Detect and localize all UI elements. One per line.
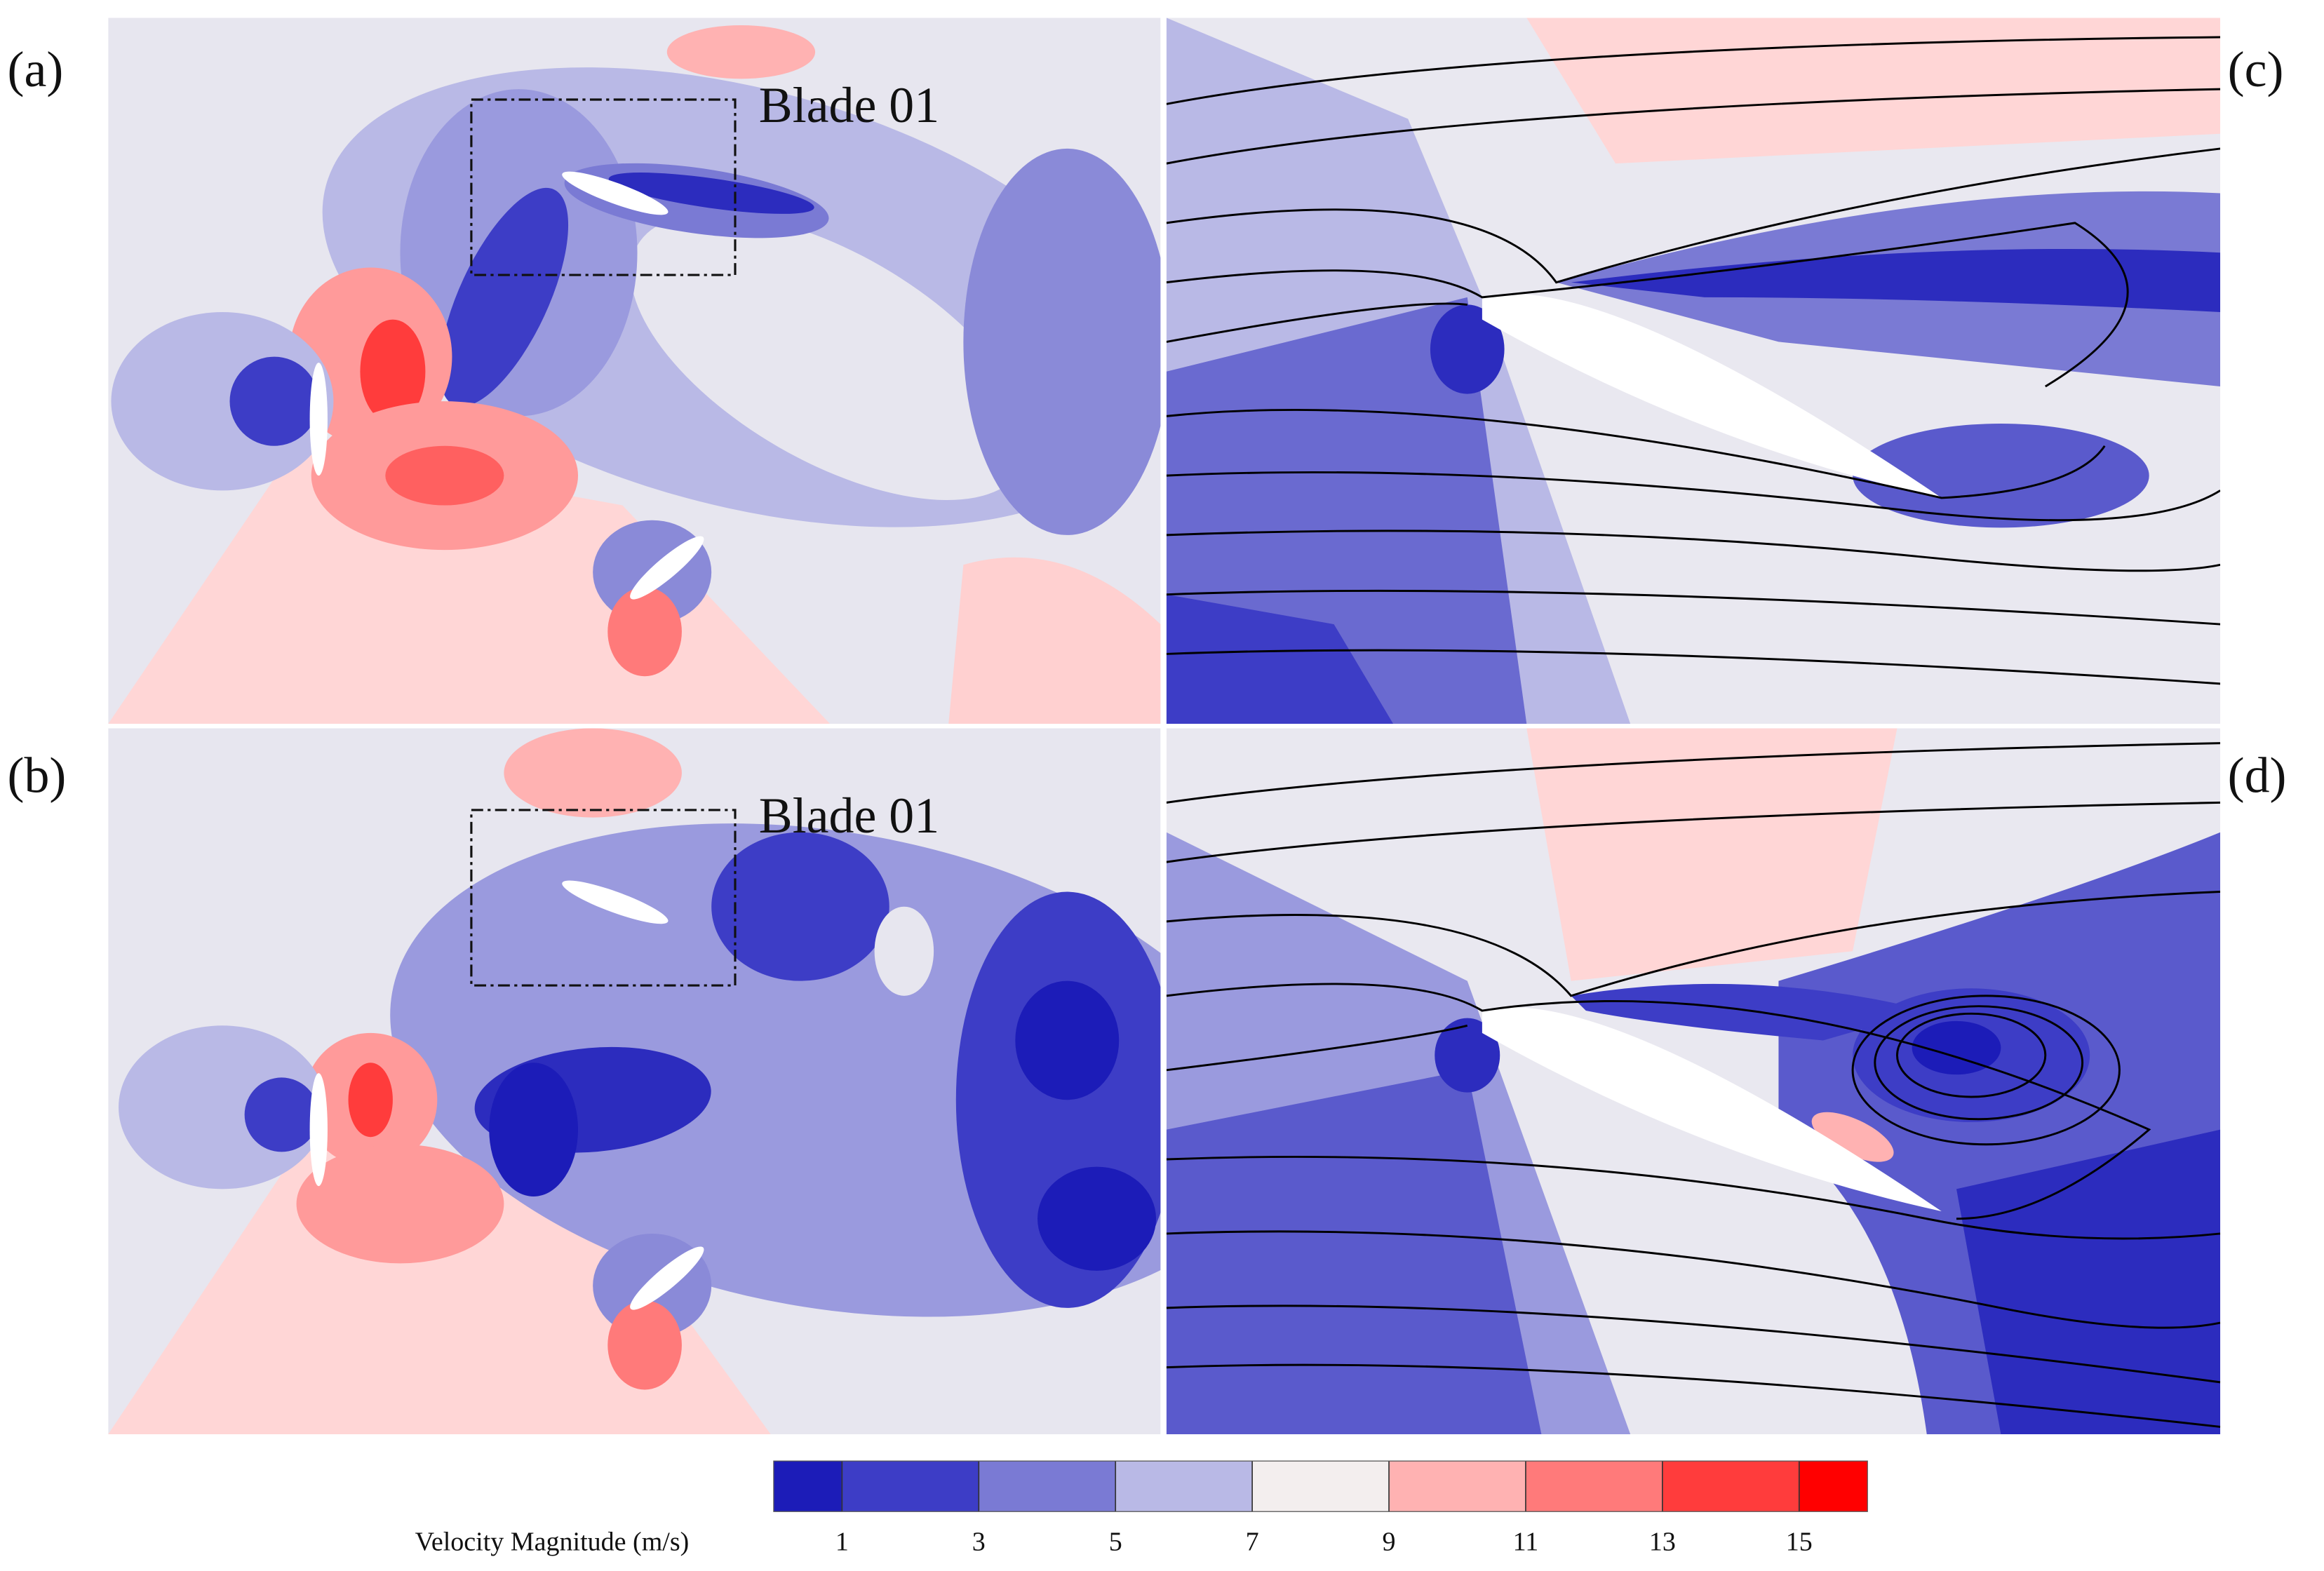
colorbar: 1 3 5 7 9 11 13 15 xyxy=(773,1460,1868,1556)
zoom-box xyxy=(470,809,737,987)
colorbar-tick-label: 13 xyxy=(1649,1527,1676,1556)
colorbar-segment xyxy=(1389,1461,1526,1512)
colorbar-segment xyxy=(1799,1461,1868,1512)
panel-label: (c) xyxy=(2228,41,2284,97)
colorbar-tick-label: 3 xyxy=(972,1527,986,1556)
colorbar-tick-label: 9 xyxy=(1383,1527,1396,1556)
colorbar-tick-label: 15 xyxy=(1786,1527,1813,1556)
panel-b-field xyxy=(108,728,1161,1435)
panel-d-field xyxy=(1166,728,2221,1435)
colorbar-segment xyxy=(1525,1461,1663,1512)
colorbar-segment xyxy=(773,1461,842,1512)
panel-label: (d) xyxy=(2228,747,2287,803)
colorbar-tick-label: 7 xyxy=(1246,1527,1259,1556)
streamlines xyxy=(1166,742,2221,1428)
colorbar-label: Velocity Magnitude (m/s) xyxy=(415,1527,690,1556)
colorbar-segment xyxy=(1115,1461,1253,1512)
annotation: Blade 01 xyxy=(759,77,939,133)
annotation: Blade 01 xyxy=(759,788,939,844)
colorbar-segment xyxy=(842,1461,979,1512)
panel-a-field xyxy=(108,18,1161,724)
zoom-box xyxy=(470,98,737,276)
colorbar-tick-label: 1 xyxy=(835,1527,849,1556)
panel-c-field xyxy=(1166,18,2221,724)
colorbar-segment xyxy=(1662,1461,1799,1512)
colorbar-segment xyxy=(979,1461,1116,1512)
panel-label: (b) xyxy=(8,747,67,803)
colorbar-tick-label: 11 xyxy=(1513,1527,1539,1556)
colorbar-frame xyxy=(773,1460,1868,1512)
streamlines xyxy=(1166,36,2221,685)
colorbar-segment xyxy=(1252,1461,1390,1512)
colorbar-tick-label: 5 xyxy=(1109,1527,1122,1556)
panel-label: (a) xyxy=(8,41,64,97)
